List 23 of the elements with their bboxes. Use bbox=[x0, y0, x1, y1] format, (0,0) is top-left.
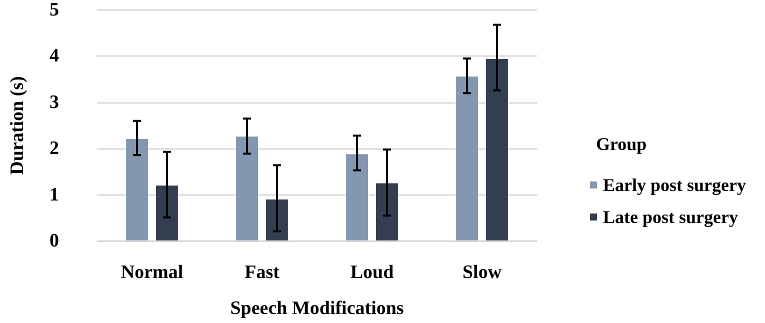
legend-label: Late post surgery bbox=[603, 207, 738, 227]
bar bbox=[485, 58, 508, 241]
x-tick-label: Slow bbox=[462, 262, 502, 283]
x-tick-label: Loud bbox=[350, 262, 394, 283]
bar bbox=[346, 154, 369, 241]
bar bbox=[155, 185, 178, 241]
y-tick-label: 4 bbox=[50, 46, 60, 67]
bar bbox=[456, 76, 479, 241]
bar bbox=[375, 182, 398, 241]
y-tick-label: 1 bbox=[50, 184, 59, 206]
x-tick-label: Fast bbox=[244, 262, 280, 283]
y-tick-label: 5 bbox=[50, 0, 59, 20]
y-tick-label: 3 bbox=[50, 92, 59, 113]
y-axis-title: Duration (s) bbox=[7, 76, 28, 175]
bar bbox=[126, 138, 149, 241]
y-tick-label: 0 bbox=[50, 230, 59, 252]
bar bbox=[265, 198, 288, 241]
x-tick-label: Normal bbox=[120, 262, 184, 283]
legend-title: Group bbox=[596, 134, 647, 154]
y-tick-label: 2 bbox=[50, 138, 59, 160]
x-axis-title: Speech Modifications bbox=[230, 298, 404, 319]
bar bbox=[236, 136, 259, 241]
legend-label: Early post surgery bbox=[603, 175, 746, 195]
